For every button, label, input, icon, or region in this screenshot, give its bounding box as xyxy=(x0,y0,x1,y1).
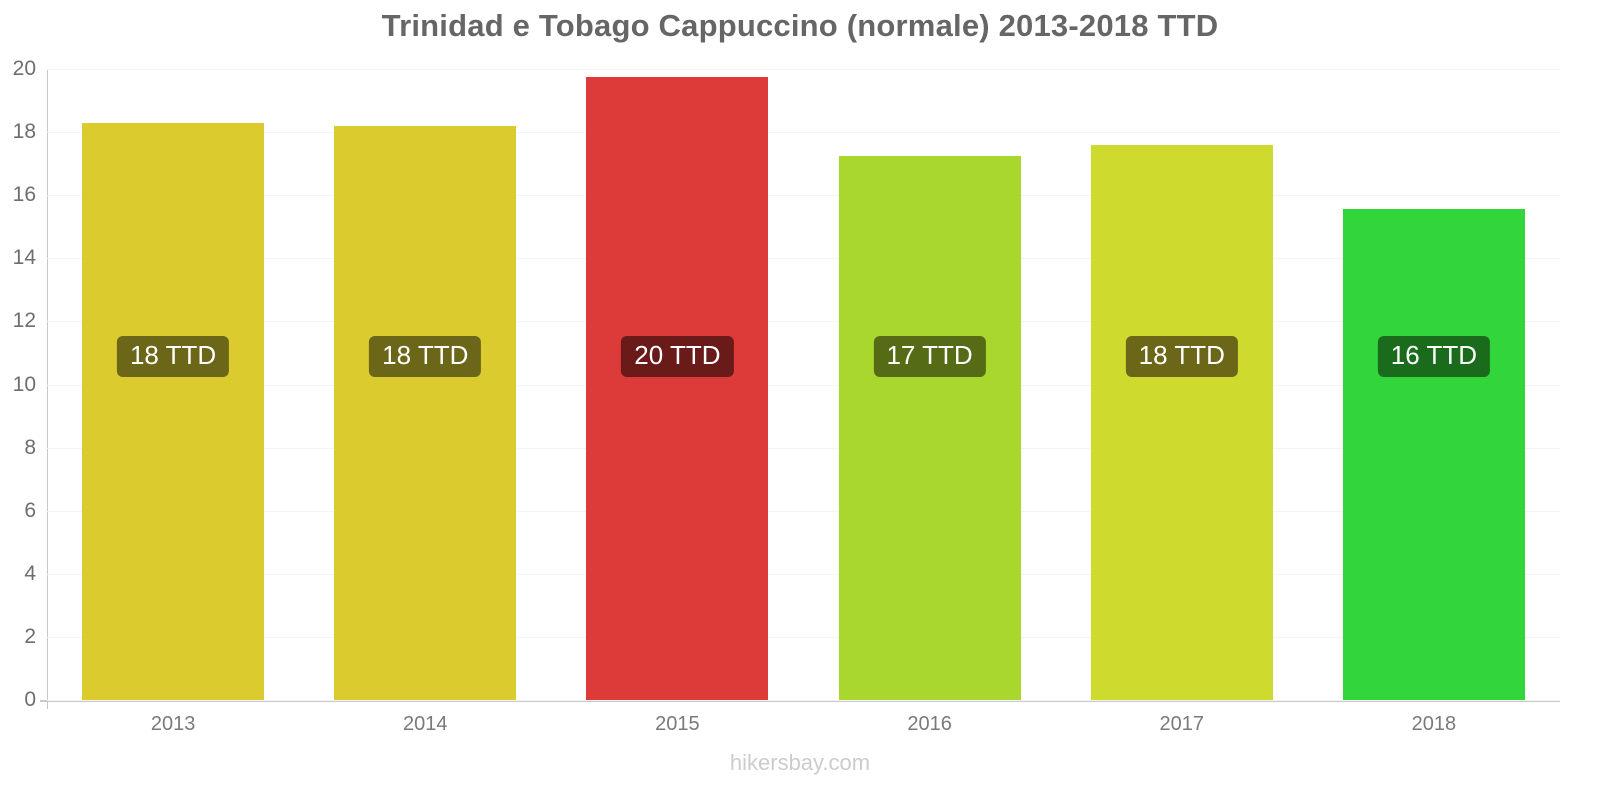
y-axis-tick-label: 0 xyxy=(24,688,36,711)
bar[interactable]: 16 TTD xyxy=(1342,209,1525,700)
gridline xyxy=(47,447,1560,449)
x-axis-tick-label: 2018 xyxy=(1411,713,1457,735)
bar[interactable]: 20 TTD xyxy=(586,76,769,700)
gridline xyxy=(47,258,1560,260)
gridline xyxy=(47,384,1560,386)
plot-area: 18 TTD 18 TTD 20 TTD 17 TTD 18 TTD 16 TTD xyxy=(47,69,1560,701)
bar[interactable]: 18 TTD xyxy=(334,125,517,700)
x-axis-line xyxy=(40,700,1560,702)
gridline xyxy=(47,321,1560,323)
x-axis-tick-label: 2015 xyxy=(655,713,700,735)
gridline xyxy=(47,195,1560,197)
y-axis-line xyxy=(47,69,48,709)
y-axis-tick-label: 20 xyxy=(12,57,36,80)
footer-credit: hikersbay.com xyxy=(729,750,871,775)
bar[interactable]: 18 TTD xyxy=(82,123,265,700)
bar-value-label: 20 TTD xyxy=(621,336,734,378)
y-axis-tick-labels: 0 2 4 6 8 10 12 14 16 18 20 xyxy=(0,0,40,800)
chart-title: Trinidad e Tobago Cappuccino (normale) 2… xyxy=(381,8,1219,43)
x-axis-tick-label: 2017 xyxy=(1159,713,1205,735)
y-axis-tick-label: 12 xyxy=(12,309,36,333)
y-axis-tick-label: 6 xyxy=(24,498,36,522)
y-axis-tick-label: 14 xyxy=(12,246,36,270)
bar-value-label: 18 TTD xyxy=(369,336,482,378)
bar[interactable]: 17 TTD xyxy=(838,155,1021,700)
y-axis-tick-label: 16 xyxy=(12,183,36,207)
bar-value-label: 17 TTD xyxy=(873,336,986,378)
bar[interactable]: 18 TTD xyxy=(1090,144,1273,700)
y-axis-tick-label: 8 xyxy=(24,435,36,459)
gridline xyxy=(47,132,1560,134)
x-axis-tick-label: 2014 xyxy=(403,713,448,735)
bar-value-label: 18 TTD xyxy=(116,336,230,378)
y-axis-tick-label: 10 xyxy=(12,372,36,396)
gridline xyxy=(47,69,1560,70)
gridline xyxy=(47,573,1560,575)
bar-value-label: 18 TTD xyxy=(1125,336,1238,378)
x-axis-tick-label: 2016 xyxy=(907,713,952,735)
y-axis-tick-label: 18 xyxy=(12,120,36,144)
gridline xyxy=(47,636,1560,638)
gridline xyxy=(47,700,1560,701)
y-axis-tick-label: 4 xyxy=(24,561,36,585)
y-axis-tick-label: 2 xyxy=(24,624,36,648)
bar-value-label: 16 TTD xyxy=(1377,336,1491,378)
gridline xyxy=(47,510,1560,512)
x-axis-tick-label: 2013 xyxy=(150,713,196,735)
